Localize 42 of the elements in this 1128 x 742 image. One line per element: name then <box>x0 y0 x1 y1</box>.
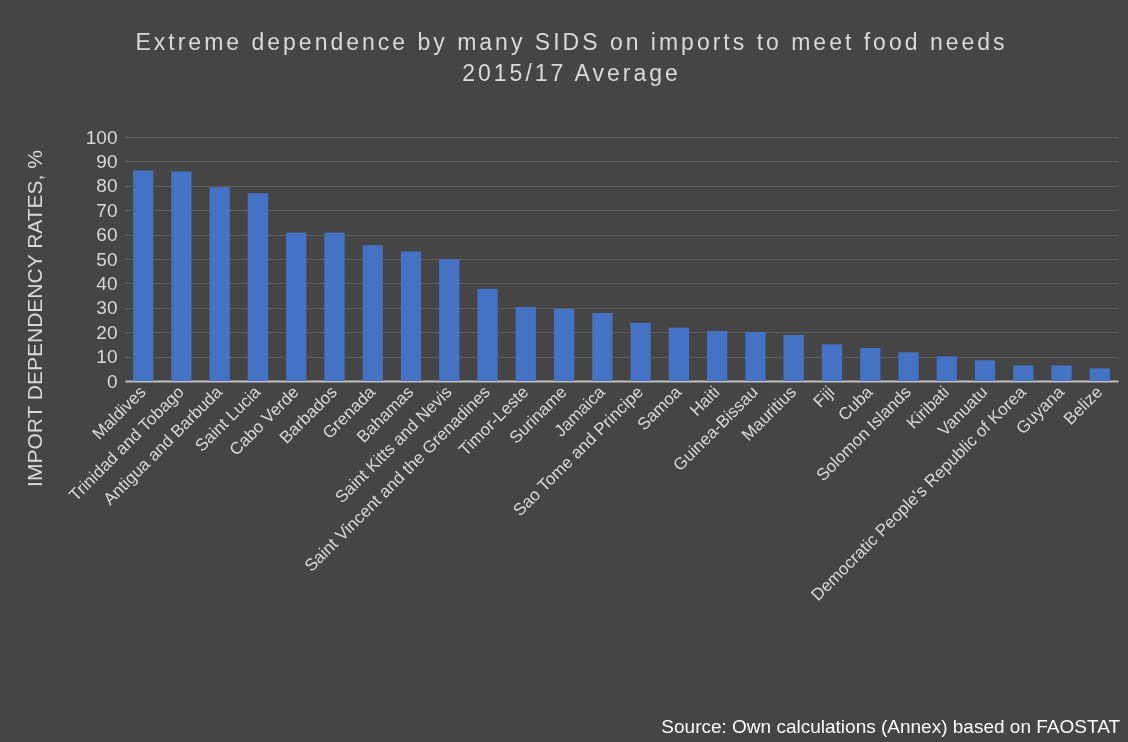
y-tick-label: 100 <box>85 126 118 148</box>
bar <box>974 360 996 381</box>
y-tick-label: 10 <box>96 346 118 368</box>
bar <box>171 171 192 381</box>
y-tick-label: 0 <box>106 370 118 392</box>
y-tick-label: 60 <box>96 224 118 246</box>
bar <box>439 259 460 381</box>
bar <box>783 334 804 381</box>
bar <box>209 187 230 381</box>
y-tick-label: 90 <box>96 150 118 172</box>
bar <box>745 331 766 381</box>
chart-title: Extreme dependence by many SIDS on imports to meet food needs <box>135 29 1008 55</box>
bar <box>1013 365 1034 381</box>
bar <box>860 348 881 381</box>
source-note: Source: Own calculations (Annex) based on FAOSTAT <box>661 716 1121 737</box>
bar <box>515 307 536 381</box>
bar <box>821 344 843 381</box>
bar <box>362 245 383 381</box>
y-tick-label: 80 <box>96 175 118 197</box>
y-tick-label: 20 <box>96 321 118 343</box>
chart-subtitle: 2015/17 Average <box>462 60 681 86</box>
bar <box>286 232 307 381</box>
bar <box>898 352 919 381</box>
bar <box>592 312 613 381</box>
bar <box>1089 368 1110 381</box>
bar <box>668 327 690 381</box>
bar <box>936 356 957 381</box>
y-tick-label: 50 <box>96 248 118 270</box>
y-axis-title: IMPORT DEPENDENCY RATES, % <box>22 150 46 487</box>
bar <box>133 170 154 381</box>
bar <box>324 232 345 381</box>
bar <box>400 251 422 381</box>
bar <box>477 288 498 381</box>
y-tick-label: 70 <box>96 199 118 221</box>
bar <box>553 309 575 381</box>
bar <box>707 330 728 381</box>
x-tick-label: Fiji <box>809 382 839 412</box>
bar <box>630 322 651 381</box>
bar <box>247 193 269 381</box>
y-tick-label: 40 <box>96 272 118 294</box>
bar <box>1051 365 1072 381</box>
y-tick-label: 30 <box>96 297 118 319</box>
